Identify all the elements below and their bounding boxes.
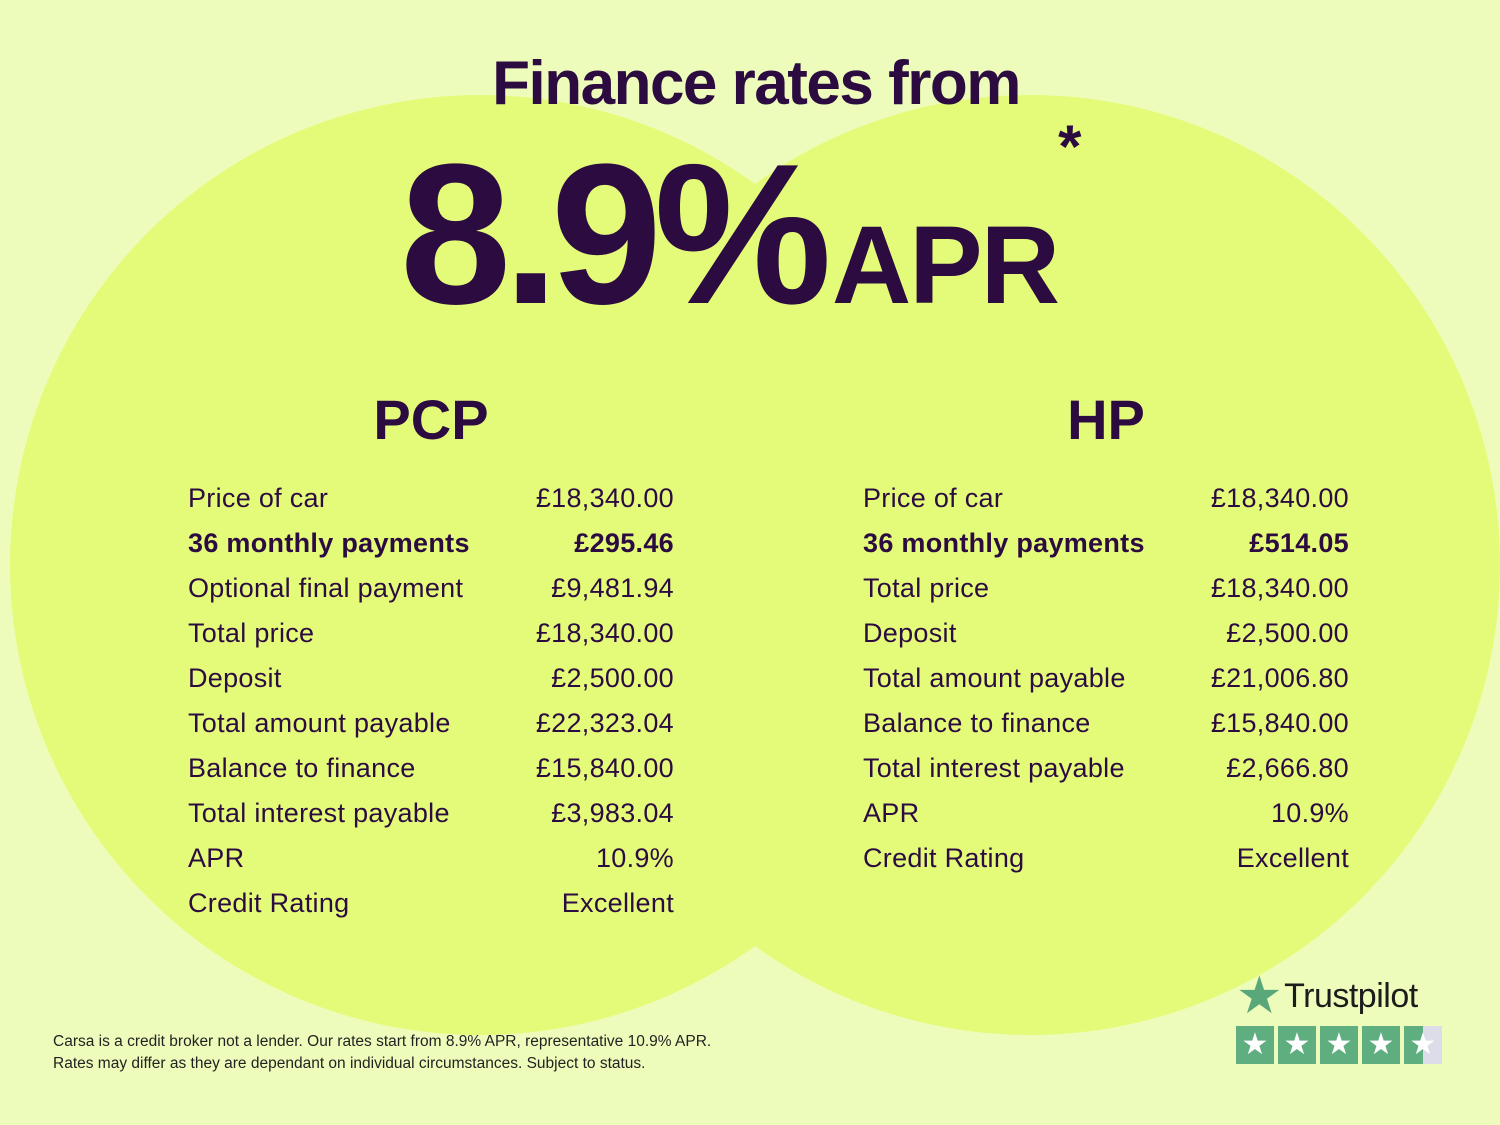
headline-rate: 8.9%APR *: [400, 113, 1081, 350]
row-value: £3,983.04: [551, 798, 674, 828]
disclaimer-line-1: Carsa is a credit broker not a lender. O…: [53, 1033, 712, 1050]
row-value: £22,323.04: [535, 708, 674, 738]
row-label: Price of car: [188, 483, 329, 513]
row-label: Credit Rating: [188, 888, 350, 918]
row-value: 10.9%: [595, 843, 674, 873]
table-row: Credit Rating Excellent: [188, 881, 674, 926]
trustpilot-badge: ★ Trustpilot ★ ★ ★ ★ ★: [1236, 967, 1442, 1064]
hp-table: HP Price of car £18,340.00 36 monthly paym…: [863, 388, 1349, 881]
row-label: 36 monthly payments: [863, 528, 1145, 558]
table-row: APR 10.9%: [863, 791, 1349, 836]
row-value: £18,340.00: [535, 618, 674, 648]
row-label: Deposit: [863, 618, 957, 648]
trustpilot-rating: ★ ★ ★ ★ ★: [1236, 1026, 1442, 1064]
rating-star-icon: ★: [1320, 1026, 1358, 1064]
table-row: Price of car £18,340.00: [188, 476, 674, 521]
rate-value: 8.9%: [400, 123, 832, 346]
row-value: £18,340.00: [1210, 483, 1349, 513]
table-row: Price of car £18,340.00: [863, 476, 1349, 521]
row-value: £2,666.80: [1226, 753, 1349, 783]
row-value: £514.05: [1249, 528, 1349, 558]
pcp-heading: PCP: [373, 388, 489, 451]
rating-star-icon: ★: [1404, 1026, 1442, 1064]
row-label: Total interest payable: [188, 798, 450, 828]
row-label: 36 monthly payments: [188, 528, 470, 558]
row-value: £15,840.00: [1210, 708, 1349, 738]
row-label: Total price: [863, 573, 990, 603]
row-value: £9,481.94: [551, 573, 674, 603]
row-label: Optional final payment: [188, 573, 464, 603]
row-label: APR: [188, 843, 245, 873]
row-value: £15,840.00: [535, 753, 674, 783]
row-label: Balance to finance: [863, 708, 1091, 738]
row-value: Excellent: [1236, 843, 1349, 873]
table-row: 36 monthly payments £514.05: [863, 521, 1349, 566]
rating-star-icon: ★: [1278, 1026, 1316, 1064]
row-label: Total amount payable: [863, 663, 1126, 693]
row-value: 10.9%: [1270, 798, 1349, 828]
table-row: Total price £18,340.00: [188, 611, 674, 656]
table-row: Balance to finance £15,840.00: [863, 701, 1349, 746]
table-row: 36 monthly payments £295.46: [188, 521, 674, 566]
decorative-circle-right: [560, 95, 1500, 1035]
row-value: £295.46: [574, 528, 674, 558]
row-value: £2,500.00: [1226, 618, 1349, 648]
row-label: Price of car: [863, 483, 1004, 513]
table-row: Deposit £2,500.00: [863, 611, 1349, 656]
row-label: Balance to finance: [188, 753, 416, 783]
row-label: Total amount payable: [188, 708, 451, 738]
disclaimer-line-2: Rates may differ as they are dependant o…: [53, 1055, 646, 1072]
row-value: £18,340.00: [1210, 573, 1349, 603]
row-label: Total interest payable: [863, 753, 1125, 783]
table-row: Optional final payment £9,481.94: [188, 566, 674, 611]
rating-star-icon: ★: [1236, 1026, 1274, 1064]
row-value: £2,500.00: [551, 663, 674, 693]
row-label: Total price: [188, 618, 315, 648]
asterisk: *: [1058, 113, 1082, 180]
table-row: Total price £18,340.00: [863, 566, 1349, 611]
row-label: Deposit: [188, 663, 282, 693]
table-row: Deposit £2,500.00: [188, 656, 674, 701]
trustpilot-logo: ★ Trustpilot: [1236, 967, 1442, 1025]
row-label: Credit Rating: [863, 843, 1025, 873]
table-row: Balance to finance £15,840.00: [188, 746, 674, 791]
table-row: Total interest payable £2,666.80: [863, 746, 1349, 791]
page-title: Finance rates from: [492, 49, 1021, 118]
row-value: Excellent: [561, 888, 674, 918]
pcp-table: PCP Price of car £18,340.00 36 monthly pay…: [188, 388, 674, 926]
trustpilot-name: Trustpilot: [1284, 976, 1418, 1015]
hp-heading: HP: [1067, 388, 1145, 451]
table-row: Total amount payable £22,323.04: [188, 701, 674, 746]
row-value: £18,340.00: [535, 483, 674, 513]
row-label: APR: [863, 798, 920, 828]
table-row: Total amount payable £21,006.80: [863, 656, 1349, 701]
row-value: £21,006.80: [1210, 663, 1349, 693]
table-row: Total interest payable £3,983.04: [188, 791, 674, 836]
rating-star-icon: ★: [1362, 1026, 1400, 1064]
star-icon: ★: [1236, 967, 1283, 1025]
table-row: APR 10.9%: [188, 836, 674, 881]
disclaimer: Carsa is a credit broker not a lender. O…: [53, 1031, 711, 1075]
table-row: Credit Rating Excellent: [863, 836, 1349, 881]
rate-suffix: APR: [831, 204, 1060, 327]
